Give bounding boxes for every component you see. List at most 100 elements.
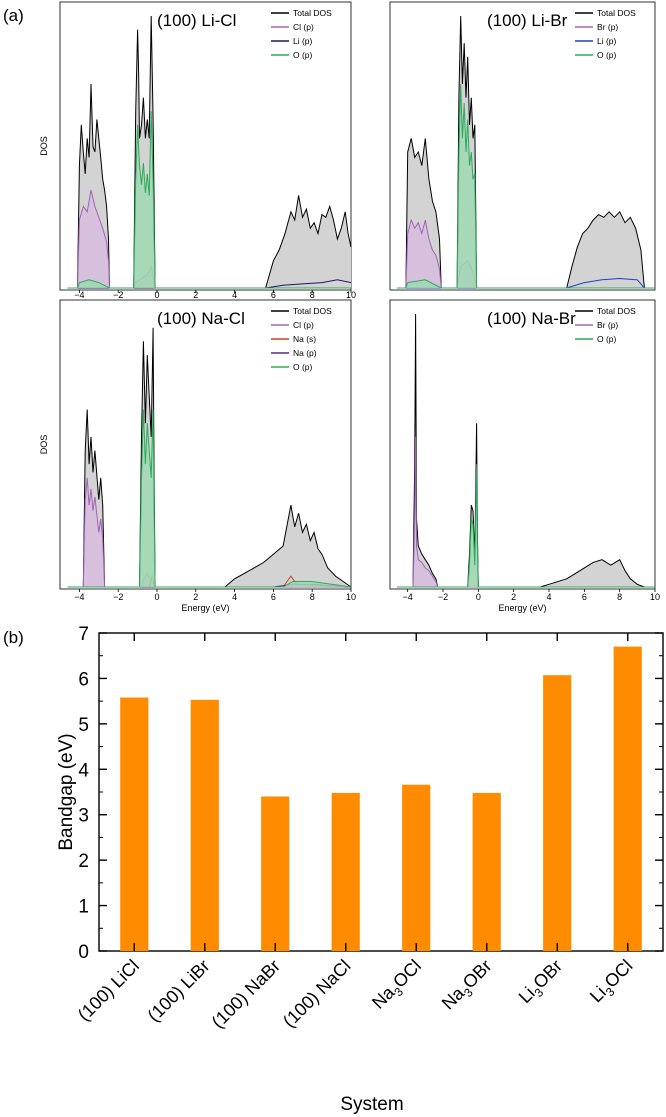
dos-panel-title: (100) Na-Br (487, 309, 576, 328)
dos-series-o-p (397, 83, 655, 289)
dos-panel-title: (100) Na-Cl (157, 309, 245, 328)
legend-entry-o-p: O (p) (597, 334, 617, 344)
legend-entry-total-dos: Total DOS (293, 8, 332, 18)
legend-entry-li-p: Li (p) (597, 36, 617, 46)
x-tick-label: −4 (403, 592, 413, 602)
x-tick-label: 0 (154, 290, 159, 300)
x-tick-label: 8 (310, 290, 315, 300)
dos-panel-title: (100) Li-Cl (157, 11, 236, 30)
category-label: Na3OBr (438, 956, 499, 1017)
bar-100-licl (120, 697, 149, 951)
dos-line-o-p (67, 111, 351, 289)
x-tick-label: 0 (154, 592, 159, 602)
dos-line-total-dos (67, 15, 352, 289)
bar-y-axis-label: Bandgap (eV) (56, 733, 77, 850)
bar-100-nabr (261, 796, 290, 951)
dos-line-o-p (397, 83, 655, 289)
bar-x-axis-label: System (340, 1094, 403, 1115)
legend-entry-na-p: Na (p) (293, 348, 317, 358)
x-tick-label: 2 (193, 290, 198, 300)
y-tick-label: 7 (78, 624, 89, 645)
legend-entry-br-p: Br (p) (597, 22, 618, 32)
category-label: Li3OCl (586, 956, 640, 1010)
x-tick-label: 4 (232, 290, 237, 300)
dos-panel-100-li-cl: (100) Li-Cl Total DOS Cl (p) Li (p) O (p) DOS… (39, 1, 356, 300)
legend-entry-na-s: Na (s) (293, 334, 316, 344)
x-tick-label: 10 (650, 592, 660, 602)
legend-entry-br-p: Br (p) (597, 320, 618, 330)
panel-label-a: (a) (3, 6, 24, 25)
x-tick-label: 0 (476, 592, 481, 602)
category-label: Na3OCl (368, 956, 428, 1016)
x-tick-label: 4 (546, 592, 551, 602)
category-label: Li3OBr (515, 956, 569, 1010)
dos-panel-100-na-br: (100) Na-Br Total DOS Br (p) O (p) −4 −2 0 2 4 6 8… (389, 299, 660, 613)
dos-frame (389, 299, 656, 590)
legend-entry-total-dos: Total DOS (597, 8, 636, 18)
x-tick-label: −2 (113, 290, 123, 300)
y-tick-label: 4 (78, 760, 89, 781)
dos-fill-br-p (397, 436, 655, 587)
x-tick-label: 10 (346, 290, 356, 300)
legend-entry-o-p: O (p) (293, 50, 313, 60)
dos-y-axis-label: DOS (39, 136, 49, 156)
x-tick-label: 4 (232, 592, 237, 602)
bar-li3ocl (613, 646, 642, 951)
legend-entry-total-dos: Total DOS (597, 306, 636, 316)
dos-line-total-dos (397, 15, 655, 289)
x-tick-label: 10 (346, 592, 356, 602)
dos-fill-cl-p (67, 190, 351, 288)
dos-panel-100-li-br: (100) Li-Br Total DOS Br (p) Li (p) O (p) (389, 1, 656, 291)
dos-line-br-p (397, 436, 655, 588)
dos-series-o-p (67, 409, 352, 588)
legend-entry-cl-p: Cl (p) (293, 320, 314, 330)
dos-fill-total-dos (397, 314, 655, 587)
x-tick-label: 8 (617, 592, 622, 602)
dos-fill-o-p (397, 84, 655, 288)
bar-100-libr (190, 699, 219, 951)
dos-line-o-p (67, 409, 352, 588)
legend-entry-o-p: O (p) (597, 50, 617, 60)
legend-entry-total-dos: Total DOS (293, 306, 332, 316)
x-tick-label: 2 (193, 592, 198, 602)
dos-line-o-p (397, 464, 655, 588)
category-label: (100) NaBr (208, 956, 284, 1032)
bar-na3ocl (402, 784, 431, 951)
x-tick-label: −2 (438, 592, 448, 602)
x-tick-label: −4 (74, 592, 84, 602)
dos-y-axis-label: DOS (39, 435, 49, 455)
bandgap-bar-chart: 0 1 2 3 4 5 6 7 (100) LiCl (100) LiBr(100) NaBr(1… (56, 624, 664, 1115)
category-label: (100) LiBr (144, 956, 214, 1026)
x-tick-label: 6 (271, 592, 276, 602)
x-tick-label: 6 (582, 592, 587, 602)
category-label: (100) NaCl (279, 956, 355, 1032)
legend-entry-cl-p: Cl (p) (293, 22, 314, 32)
dos-series-o-p (397, 464, 655, 588)
dos-line-li-p (397, 277, 655, 289)
dos-x-axis-label: Energy (eV) (181, 603, 229, 613)
y-tick-label: 6 (78, 669, 89, 690)
bar-li3obr (543, 675, 572, 951)
legend-entry-li-p: Li (p) (293, 36, 313, 46)
y-tick-label: 2 (78, 851, 89, 872)
dos-series-o-p (67, 111, 351, 289)
dos-panel-100-na-cl: (100) Na-Cl Total DOS Cl (p) Na (s) Na (p) O … (39, 299, 356, 613)
legend-entry-o-p: O (p) (293, 362, 313, 372)
bar-frame (98, 632, 664, 952)
panel-label-b: (b) (3, 628, 24, 647)
x-tick-label: 6 (271, 290, 276, 300)
category-label: (100) LiCl (74, 956, 143, 1025)
x-tick-label: −4 (74, 290, 84, 300)
bar-na3obr (472, 792, 501, 951)
y-tick-label: 1 (78, 897, 89, 918)
dos-x-axis-label: Energy (eV) (498, 603, 546, 613)
x-tick-label: 8 (310, 592, 315, 602)
dos-fill-cl-p (67, 477, 351, 587)
y-tick-label: 5 (78, 715, 89, 736)
x-tick-label: −2 (113, 592, 123, 602)
y-tick-label: 0 (78, 942, 89, 963)
dos-series-br-p (397, 436, 655, 588)
x-tick-label: 2 (511, 592, 516, 602)
